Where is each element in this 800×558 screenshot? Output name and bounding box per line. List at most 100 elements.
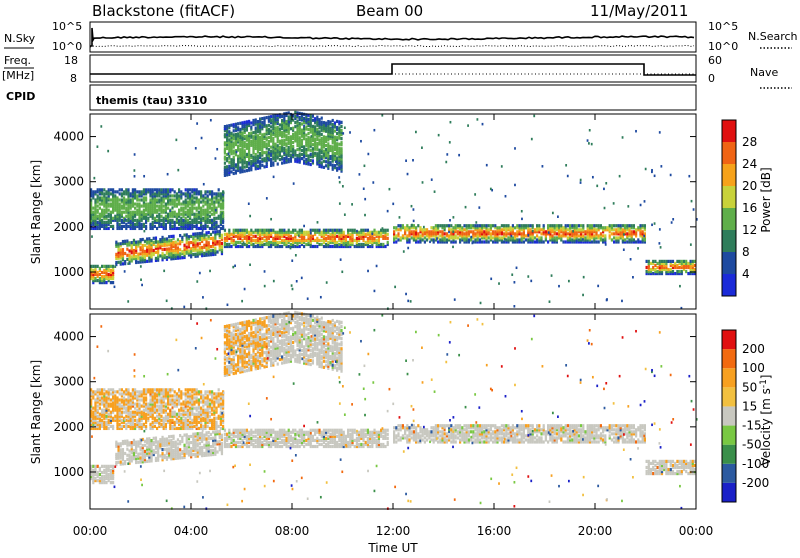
power-cell	[329, 127, 331, 130]
power-cell	[417, 240, 419, 243]
power-cell	[103, 188, 105, 191]
velocity-cell	[99, 473, 101, 476]
power-scatter-cell	[114, 286, 116, 289]
power-cell	[316, 229, 318, 232]
power-cell	[332, 229, 334, 232]
power-cell	[144, 240, 146, 243]
power-cell	[99, 207, 101, 210]
power-cell	[485, 224, 487, 227]
power-cell	[208, 241, 210, 244]
power-cell	[246, 161, 248, 164]
power-cell	[332, 164, 334, 167]
power-cell	[492, 230, 494, 233]
power-cell	[204, 200, 206, 203]
range-tick-label: 4000	[53, 130, 84, 144]
power-cell	[408, 238, 410, 241]
power-cell	[154, 225, 156, 228]
power-scatter-cell	[166, 300, 168, 303]
power-cell	[316, 152, 318, 155]
power-cell	[521, 232, 523, 235]
power-cell	[573, 224, 575, 227]
velocity-cell	[294, 433, 296, 436]
power-cell	[105, 190, 107, 193]
power-cell	[415, 226, 417, 229]
power-cell	[329, 229, 331, 232]
power-cell	[312, 143, 314, 146]
power-cell	[134, 202, 136, 205]
power-cell	[620, 224, 622, 227]
nsky-line	[90, 28, 694, 46]
cpid-label: CPID	[6, 90, 35, 103]
velocity-cell	[203, 452, 205, 455]
power-cell	[101, 196, 103, 199]
power-cell	[228, 138, 230, 141]
velocity-cell	[203, 433, 205, 436]
power-cell	[121, 205, 123, 208]
power-cell	[332, 145, 334, 148]
velocity-cell	[155, 436, 157, 439]
power-cell	[126, 254, 128, 257]
power-cell	[285, 142, 287, 145]
power-cell	[340, 147, 342, 150]
power-cell	[224, 166, 226, 169]
power-cell	[201, 232, 203, 235]
power-scatter-cell	[346, 245, 348, 248]
power-cell	[226, 157, 228, 160]
power-cell	[512, 224, 514, 227]
power-cell	[336, 167, 338, 170]
power-scatter-cell	[659, 131, 661, 134]
power-scatter-cell	[438, 134, 440, 137]
power-cell	[134, 188, 136, 191]
velocity-cell	[279, 445, 281, 448]
velocity-cell	[124, 440, 126, 443]
power-cell	[305, 231, 307, 234]
power-cell	[263, 165, 265, 168]
power-cell	[281, 161, 283, 164]
power-scatter-cell	[202, 229, 204, 232]
power-cell	[125, 198, 127, 201]
power-scatter-cell	[243, 241, 245, 244]
power-cell	[119, 202, 121, 205]
power-cell	[316, 245, 318, 248]
power-cell	[178, 188, 180, 191]
power-cell	[207, 190, 209, 193]
power-cell	[503, 232, 505, 235]
power-cell	[674, 262, 676, 265]
power-cell	[419, 234, 421, 237]
velocity-cell	[316, 429, 318, 432]
power-cell	[518, 238, 520, 241]
velocity-cell	[179, 434, 181, 437]
velocity-cell	[120, 448, 122, 451]
power-cell	[296, 119, 298, 122]
power-cell	[228, 124, 230, 127]
velocity-cell	[235, 441, 237, 444]
cpid-value: themis (tau) 3310	[96, 94, 208, 107]
power-cell	[549, 224, 551, 227]
power-cell	[270, 146, 272, 149]
power-cell	[514, 232, 516, 235]
power-cell	[299, 152, 301, 155]
power-scatter-cell	[264, 285, 266, 288]
power-cell	[193, 196, 195, 199]
power-cell	[310, 229, 312, 232]
power-cell	[193, 225, 195, 228]
velocity-cell	[338, 429, 340, 432]
power-cell	[190, 241, 192, 244]
power-cell	[639, 224, 641, 227]
power-cell	[119, 188, 121, 191]
power-scatter-cell	[660, 246, 662, 249]
velocity-cell	[157, 440, 159, 443]
velocity-cell	[299, 439, 301, 442]
power-cell	[665, 260, 667, 263]
velocity-cell	[316, 445, 318, 448]
power-cell	[529, 228, 531, 231]
velocity-cell	[188, 449, 190, 452]
power-cell	[263, 151, 265, 154]
power-cell	[525, 234, 527, 237]
power-scatter-cell	[511, 273, 513, 276]
power-cell	[108, 188, 110, 191]
power-cell	[252, 235, 254, 238]
velocity-cell	[261, 429, 263, 432]
power-cell	[164, 248, 166, 251]
power-cell	[301, 149, 303, 152]
